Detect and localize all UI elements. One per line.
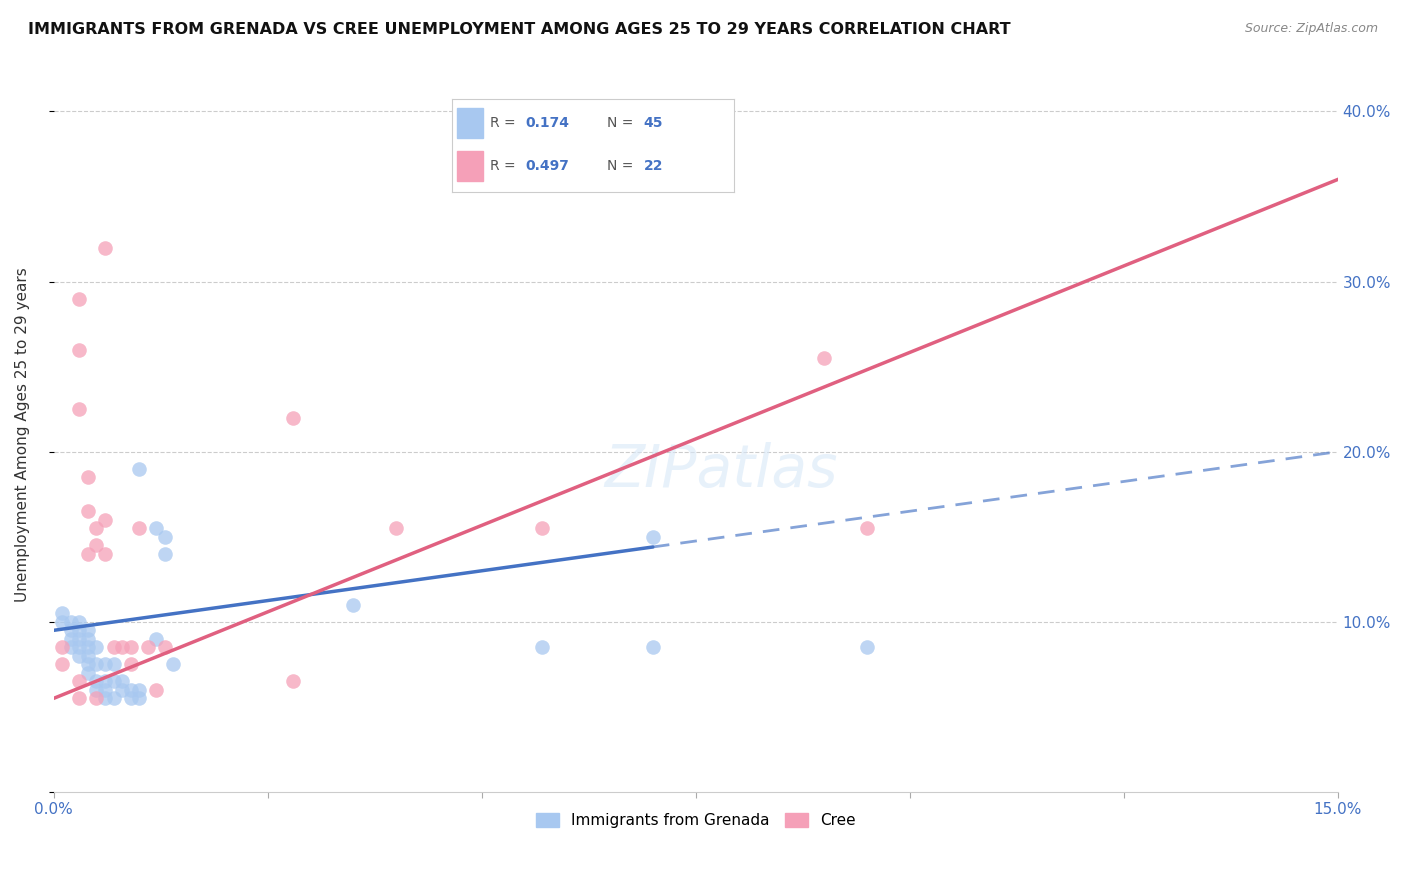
Point: [67, 648, 90, 663]
Point: [94, 691, 117, 706]
Point: [145, 632, 167, 646]
Point: [67, 624, 90, 638]
Point: [153, 530, 176, 544]
Point: [153, 640, 176, 655]
Point: [111, 640, 134, 655]
Point: [128, 682, 150, 697]
Point: [94, 547, 117, 561]
Text: IMMIGRANTS FROM GRENADA VS CREE UNEMPLOYMENT AMONG AGES 25 TO 29 YEARS CORRELATI: IMMIGRANTS FROM GRENADA VS CREE UNEMPLOY…: [28, 22, 1011, 37]
Point: [76, 632, 98, 646]
Point: [103, 691, 125, 706]
Point: [128, 461, 150, 475]
Point: [94, 674, 117, 689]
Point: [283, 674, 305, 689]
Point: [162, 657, 184, 672]
Point: [103, 640, 125, 655]
Point: [641, 640, 664, 655]
Text: Source: ZipAtlas.com: Source: ZipAtlas.com: [1244, 22, 1378, 36]
Point: [856, 640, 879, 655]
Point: [86, 640, 108, 655]
Point: [86, 691, 108, 706]
Point: [120, 657, 142, 672]
Point: [76, 640, 98, 655]
Point: [51, 615, 73, 629]
Point: [342, 598, 364, 612]
Point: [120, 682, 142, 697]
Point: [128, 521, 150, 535]
Point: [59, 624, 82, 638]
Point: [856, 521, 879, 535]
Point: [67, 402, 90, 417]
Y-axis label: Unemployment Among Ages 25 to 29 years: Unemployment Among Ages 25 to 29 years: [15, 268, 30, 602]
Point: [59, 640, 82, 655]
Point: [128, 691, 150, 706]
Point: [76, 648, 98, 663]
Point: [67, 615, 90, 629]
Point: [283, 410, 305, 425]
Point: [67, 674, 90, 689]
Point: [76, 547, 98, 561]
Point: [120, 640, 142, 655]
Point: [641, 530, 664, 544]
Point: [76, 504, 98, 518]
Point: [67, 343, 90, 357]
Point: [120, 691, 142, 706]
Point: [86, 682, 108, 697]
Point: [51, 640, 73, 655]
Point: [86, 674, 108, 689]
Point: [86, 538, 108, 552]
Point: [145, 682, 167, 697]
Point: [67, 691, 90, 706]
Point: [111, 682, 134, 697]
Point: [94, 241, 117, 255]
Point: [94, 682, 117, 697]
Point: [86, 521, 108, 535]
Point: [103, 674, 125, 689]
Text: ZIPatlas: ZIPatlas: [605, 442, 838, 499]
Point: [813, 351, 835, 366]
Point: [76, 624, 98, 638]
Point: [530, 521, 553, 535]
Point: [51, 657, 73, 672]
Point: [51, 607, 73, 621]
Point: [153, 547, 176, 561]
Point: [76, 657, 98, 672]
Point: [111, 674, 134, 689]
Point: [59, 615, 82, 629]
Point: [67, 292, 90, 306]
Point: [530, 640, 553, 655]
Point: [385, 521, 408, 535]
Point: [76, 470, 98, 484]
Point: [145, 521, 167, 535]
Point: [67, 640, 90, 655]
Point: [86, 657, 108, 672]
Point: [59, 632, 82, 646]
Point: [76, 665, 98, 680]
Legend: Immigrants from Grenada, Cree: Immigrants from Grenada, Cree: [530, 807, 862, 834]
Point: [136, 640, 159, 655]
Point: [103, 657, 125, 672]
Point: [94, 513, 117, 527]
Point: [94, 657, 117, 672]
Point: [67, 632, 90, 646]
